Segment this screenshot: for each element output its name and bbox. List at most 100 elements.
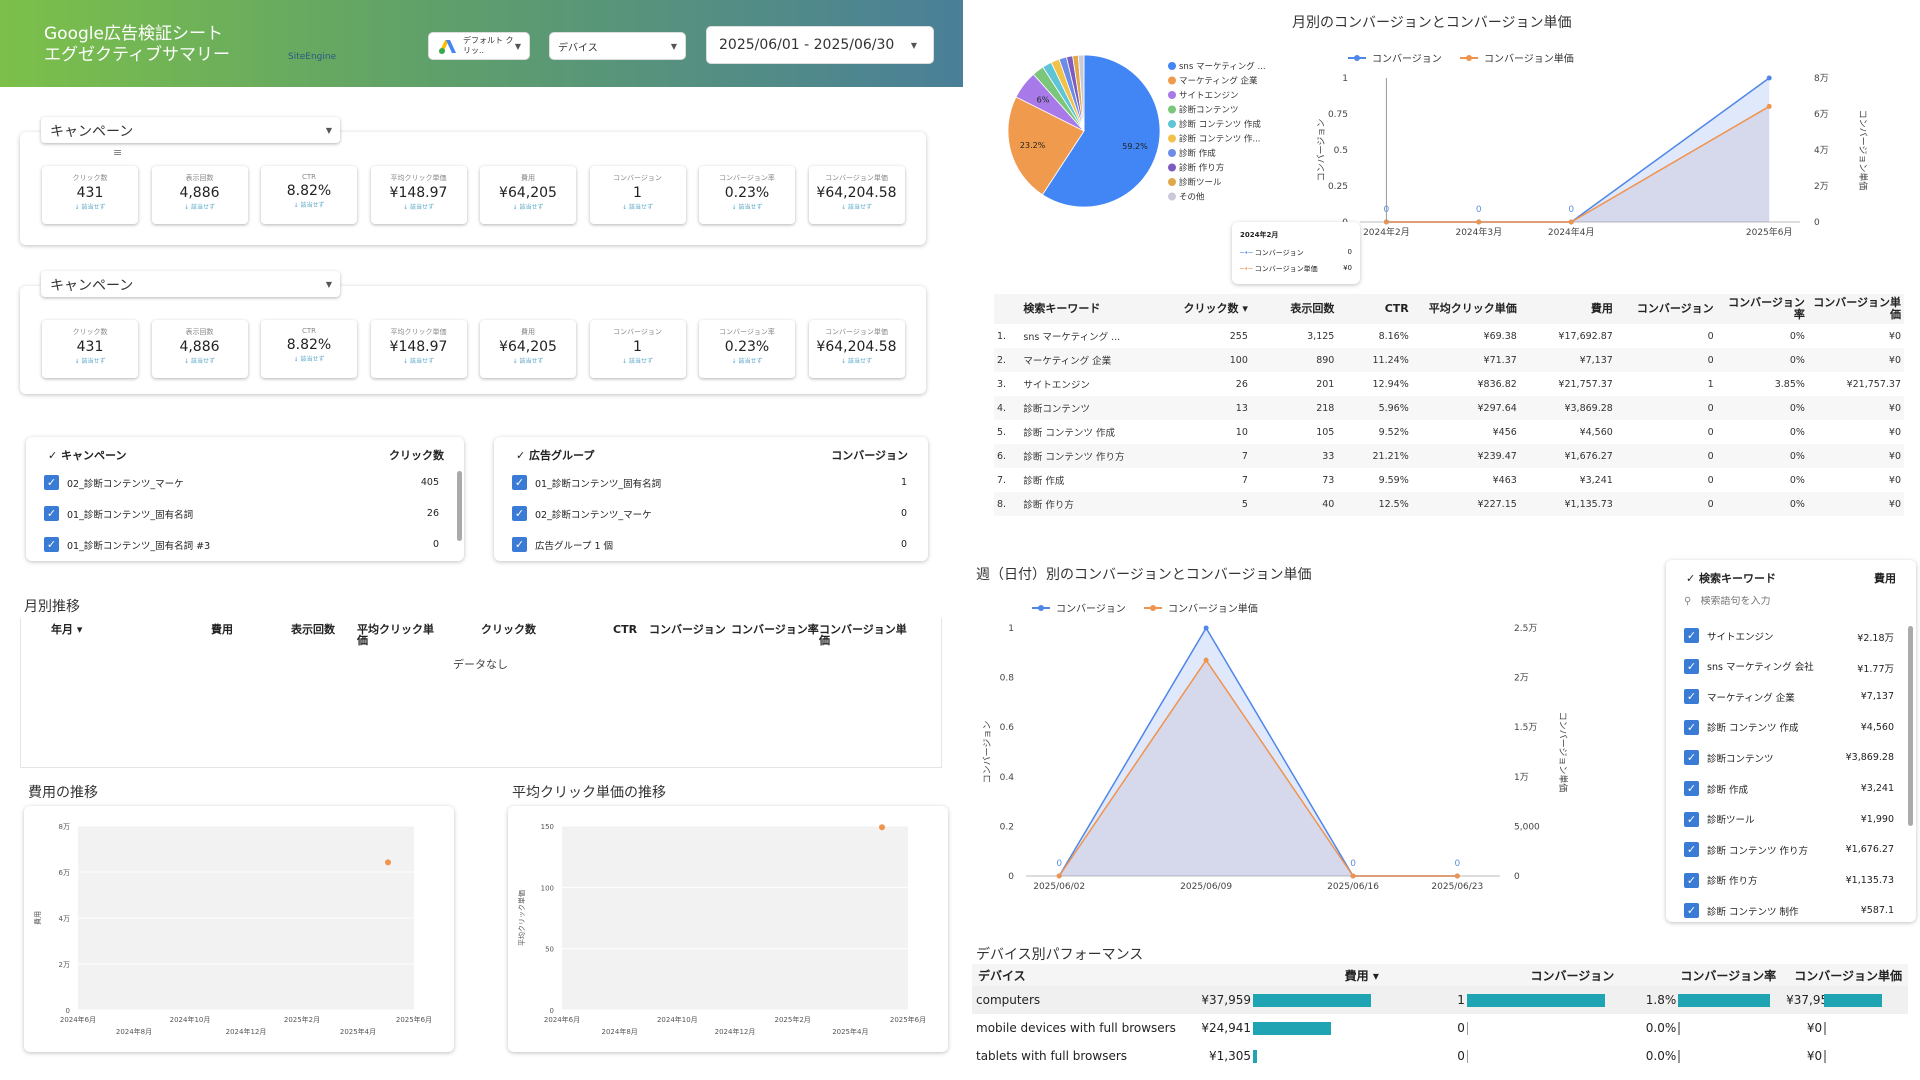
list-item[interactable]: ✓ サイトエンジン ¥2.18万 xyxy=(1684,628,1894,646)
data-point[interactable] xyxy=(1350,873,1356,879)
pie-slice[interactable] xyxy=(1041,54,1161,208)
checkbox-checked[interactable]: ✓ xyxy=(1684,781,1699,796)
list-item[interactable]: ✓ 02_診断コンテンツ_マーケ 0 xyxy=(512,506,907,524)
legend-label[interactable]: その他 xyxy=(1179,192,1205,203)
series-line[interactable] xyxy=(1058,658,1458,877)
monthly-col-header[interactable]: 年月 ▾ xyxy=(51,623,83,636)
table-row[interactable]: 4. 診断コンテンツ 13 218 5.96% ¥297.64 ¥3,869.28 0 0% ¥0 xyxy=(994,396,1904,420)
table-row[interactable]: 8. 診断 作り方 5 40 12.5% ¥227.15 ¥1,135.73 0 0% ¥0 xyxy=(994,492,1904,516)
table-col-header[interactable]: コンバージョン xyxy=(1636,302,1714,315)
table-col-header[interactable]: クリック数 ▾ xyxy=(1183,302,1248,315)
kw-search-box[interactable]: ⚲ xyxy=(1684,596,1904,616)
ads-account-filter[interactable]: デフォルト クリッ.. ▼ xyxy=(428,32,530,60)
checkbox-checked[interactable]: ✓ xyxy=(1684,872,1699,888)
list-item[interactable]: ✓ 広告グループ 1 個 0 xyxy=(512,537,907,555)
monthly-col-header[interactable]: 表示回数 xyxy=(291,623,335,636)
data-point[interactable] xyxy=(1454,873,1460,879)
scrollbar[interactable] xyxy=(1908,626,1913,826)
table-row[interactable]: tablets with full browsers ¥1,305 0 0.0% ¥0 xyxy=(972,1042,1908,1070)
table-col-header[interactable]: 平均クリック単価 xyxy=(1428,302,1517,315)
legend-label[interactable]: サイトエンジン xyxy=(1179,91,1239,101)
table-col-header[interactable]: コンバージョン率 xyxy=(1680,968,1777,983)
monthly-col-header[interactable]: 平均クリック単価 xyxy=(357,623,434,647)
table-col-header[interactable]: デバイス xyxy=(978,968,1026,983)
checkbox-checked[interactable]: ✓ xyxy=(512,506,527,521)
checkbox-checked[interactable]: ✓ xyxy=(44,475,59,490)
checkbox-checked[interactable]: ✓ xyxy=(1684,750,1699,766)
data-point[interactable] xyxy=(879,824,885,831)
list-item[interactable]: ✓ 診断ツール ¥1,990 xyxy=(1684,811,1894,830)
list-item[interactable]: ✓ 診断 コンテンツ 作成 ¥4,560 xyxy=(1684,719,1894,738)
pie-slice[interactable] xyxy=(1077,54,1085,132)
legend-label[interactable]: コンバージョン xyxy=(1056,603,1126,615)
list-item[interactable]: ✓ マーケティング 企業 ¥7,137 xyxy=(1684,689,1894,707)
list-item[interactable]: ✓ 診断 コンテンツ 作り方 ¥1,676.27 xyxy=(1684,842,1894,860)
checkbox-checked[interactable]: ✓ xyxy=(1684,719,1699,735)
table-row[interactable]: 5. 診断 コンテンツ 作成 10 105 9.52% ¥456 ¥4,560 0 0% ¥0 xyxy=(994,420,1904,444)
legend-label[interactable]: コンバージョン単価 xyxy=(1168,602,1258,615)
legend-label[interactable]: 診断ツール xyxy=(1179,177,1222,188)
list-item[interactable]: ✓ sns マーケティング 会社 ¥1.77万 xyxy=(1684,658,1894,677)
table-col-header[interactable]: コンバージョン xyxy=(1530,968,1615,983)
monthly-col-header[interactable]: 費用 xyxy=(211,623,233,636)
checkbox-checked[interactable]: ✓ xyxy=(512,537,527,552)
checkbox-checked[interactable]: ✓ xyxy=(1684,811,1699,827)
list-item[interactable]: ✓ 02_診断コンテンツ_マーケ 405 xyxy=(44,475,439,493)
table-col-header[interactable]: 費用 xyxy=(1590,302,1613,315)
legend-label[interactable]: 診断 作り方 xyxy=(1179,163,1224,174)
data-point[interactable] xyxy=(1056,873,1062,879)
list-item[interactable]: ✓ 診断 作成 ¥3,241 xyxy=(1684,781,1894,799)
legend-label[interactable]: コンバージョン xyxy=(1372,53,1442,65)
legend-label[interactable]: マーケティング 企業 xyxy=(1179,76,1258,87)
list-item[interactable]: ✓ 診断 コンテンツ 制作 ¥587.1 xyxy=(1684,903,1894,921)
table-col-header[interactable]: コンバージョン単価 xyxy=(1813,296,1901,321)
table-col-header[interactable]: 検索キーワード xyxy=(1023,302,1101,315)
data-point[interactable] xyxy=(1203,657,1209,663)
data-point[interactable] xyxy=(1766,103,1772,109)
table-row[interactable]: 6. 診断 コンテンツ 作り方 7 33 21.21% ¥239.47 ¥1,676.27 0… xyxy=(994,444,1904,468)
legend-label[interactable]: 診断 コンテンツ 作成 xyxy=(1179,119,1261,130)
data-point[interactable] xyxy=(385,859,391,866)
table-row[interactable]: 7. 診断 作成 7 73 9.59% ¥463 ¥3,241 0 0% ¥0 xyxy=(994,468,1904,492)
table-row[interactable]: computers ¥37,959 1 1.8% ¥37,958.61 xyxy=(972,986,1908,1014)
monthly-col-header[interactable]: クリック数 xyxy=(481,623,536,636)
table-row[interactable]: 3. サイトエンジン 26 201 12.94% ¥836.82 ¥21,757.37 1 3.… xyxy=(994,372,1904,396)
checkbox-checked[interactable]: ✓ xyxy=(1684,628,1699,643)
list-item[interactable]: ✓ 診断コンテンツ ¥3,869.28 xyxy=(1684,750,1894,768)
checkbox-checked[interactable]: ✓ xyxy=(512,475,527,490)
pie-slice[interactable] xyxy=(1007,96,1085,196)
legend-label[interactable]: 診断 作成 xyxy=(1179,148,1216,159)
filter-icon[interactable]: ≡ xyxy=(113,146,123,159)
monthly-col-header[interactable]: コンバージョン xyxy=(649,623,726,636)
list-item[interactable]: ✓ 01_診断コンテンツ_固有名詞 26 xyxy=(44,506,439,524)
list-item[interactable]: ✓ 01_診断コンテンツ_固有名詞 #3 0 xyxy=(44,537,439,555)
data-point[interactable] xyxy=(1568,219,1574,225)
table-row[interactable]: 1. sns マーケティング ... 255 3,125 8.16% ¥69.38 ¥17,… xyxy=(994,324,1904,348)
checkbox-checked[interactable]: ✓ xyxy=(1684,689,1699,705)
series-line[interactable] xyxy=(1386,105,1770,223)
data-point[interactable] xyxy=(1766,75,1772,81)
campaign-dropdown-2[interactable]: キャンペーン ▼ xyxy=(41,271,340,297)
checkbox-checked[interactable]: ✓ xyxy=(1684,903,1699,919)
legend-label[interactable]: sns マーケティング ... xyxy=(1179,61,1266,72)
table-col-header[interactable]: コンバージョン率 xyxy=(1728,296,1805,321)
legend-label[interactable]: 診断コンテンツ xyxy=(1179,105,1239,116)
monthly-col-header[interactable]: コンバージョン率 xyxy=(731,623,819,636)
campaign-dropdown-1[interactable]: キャンペーン ▼ xyxy=(41,117,340,143)
checkbox-checked[interactable]: ✓ xyxy=(44,506,59,521)
table-col-header[interactable]: 表示回数 xyxy=(1290,302,1335,315)
table-row[interactable]: 2. マーケティング 企業 100 890 11.24% ¥71.37 ¥7,137 0 0% ¥… xyxy=(994,348,1904,372)
data-point[interactable] xyxy=(1476,219,1482,225)
device-filter[interactable]: デバイス ▼ xyxy=(549,32,686,60)
legend-label[interactable]: 診断 コンテンツ 作... xyxy=(1179,134,1261,145)
list-item[interactable]: ✓ 診断 作り方 ¥1,135.73 xyxy=(1684,872,1894,891)
monthly-col-header[interactable]: コンバージョン単価 xyxy=(819,623,907,647)
checkbox-checked[interactable]: ✓ xyxy=(1684,842,1699,858)
scrollbar[interactable] xyxy=(457,471,462,541)
legend-label[interactable]: コンバージョン単価 xyxy=(1484,52,1574,65)
date-range-picker[interactable]: 2025/06/01 - 2025/06/30 ▼ xyxy=(706,26,934,64)
data-point[interactable] xyxy=(1203,625,1209,631)
table-col-header[interactable]: 費用 ▾ xyxy=(1344,968,1379,983)
checkbox-checked[interactable]: ✓ xyxy=(44,537,59,552)
table-col-header[interactable]: コンバージョン単価 xyxy=(1794,968,1902,983)
